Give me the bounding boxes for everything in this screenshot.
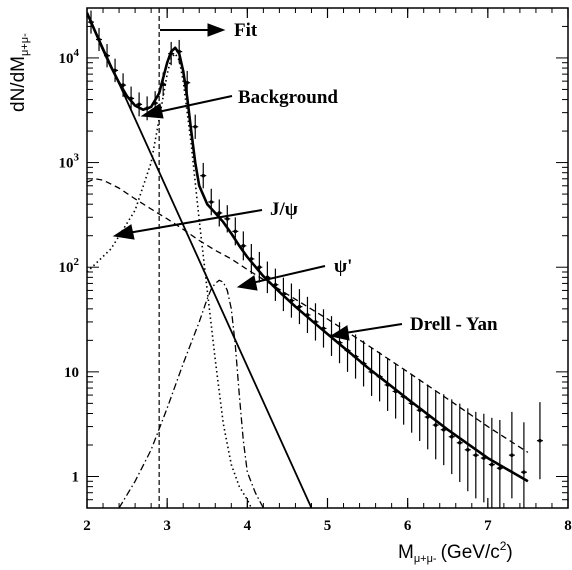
data-point [400,368,407,425]
data-point [208,188,215,216]
drellyan-label: Drell - Yan [410,314,498,335]
data-point [280,277,287,312]
y-tick-label: 104 [59,47,80,67]
data-point [200,162,207,189]
psiprime-arrow [251,265,326,284]
data-point [448,399,455,475]
data-point [184,70,191,95]
data-point [520,422,527,508]
data-point [232,217,239,246]
data-point [264,261,271,294]
data-point [168,41,175,66]
jpsi-arrow [127,209,263,234]
data-point [360,340,367,387]
data-point [288,283,295,318]
data-point [508,411,515,499]
fit-arrowhead [207,23,226,37]
data-point [128,86,135,111]
background-arrow [157,95,233,113]
background-arrowhead [140,103,164,119]
y-axis-label: dN/dMμ+μ- [8,33,31,112]
psiprime-label: ψ' [334,256,352,277]
data-point [112,58,119,83]
jpsi-label: J/ψ [270,199,298,220]
y-tick-label: 10 [64,365,79,381]
x-tick-label: 3 [163,518,171,534]
data-point [384,358,391,411]
data-point [440,394,447,466]
data-point [408,373,415,433]
annotations [112,23,403,341]
series-line-dashed [87,178,529,453]
data-point [424,384,431,450]
series-line-dotted [87,52,253,508]
data-point [536,402,543,480]
x-tick-label: 6 [404,518,412,534]
series-line-solid-thick [87,12,529,483]
data-point [88,10,95,34]
y-tick-label: 1 [72,469,80,485]
data-point [432,390,439,460]
fit-label: Fit [234,20,258,41]
data-point [352,334,359,379]
jpsi-arrowhead [112,224,135,240]
data-point [136,92,143,117]
data-point [256,251,263,283]
x-axis-label: Mμ+μ- (GeV/c2) [398,539,513,565]
data-point [488,417,495,508]
data-point [336,322,343,364]
data-point [272,268,279,301]
data-point [120,73,127,97]
psiprime-arrowhead [236,275,258,291]
data-point [416,379,423,441]
data-point [496,419,503,508]
data-point [376,351,383,402]
x-tick-label: 8 [564,518,572,534]
x-tick-label: 2 [83,518,91,534]
background-label: Background [238,87,338,108]
data-point [176,39,183,64]
y-tick-label: 102 [59,256,80,276]
plot-area [87,8,543,508]
data-point [104,44,111,68]
data-point [216,199,223,227]
data-point [312,303,319,341]
series-line-dash-dot [118,279,264,508]
data-point [464,408,471,492]
drellyan-arrow [344,323,403,334]
x-tick-label: 4 [244,518,252,534]
data-point [248,243,255,274]
data-point [296,289,303,325]
axis-ticks: 2 3 4 5 6 7 8 1 10 102 103 104 [59,7,572,534]
data-point [480,413,487,503]
data-point [224,205,231,233]
data-point [472,411,479,499]
drellyan-arrowhead [329,325,350,341]
data-point [192,114,199,139]
data-point [456,403,463,482]
data-point [160,72,167,97]
y-tick-label: 103 [59,152,80,172]
data-point [304,296,311,334]
x-tick-label: 7 [484,518,492,534]
x-tick-label: 5 [324,518,332,534]
data-point [392,364,399,419]
data-point [320,309,327,348]
data-point [96,27,103,52]
data-point [240,231,247,261]
series-line-solid [87,12,313,508]
data-point [368,347,375,396]
